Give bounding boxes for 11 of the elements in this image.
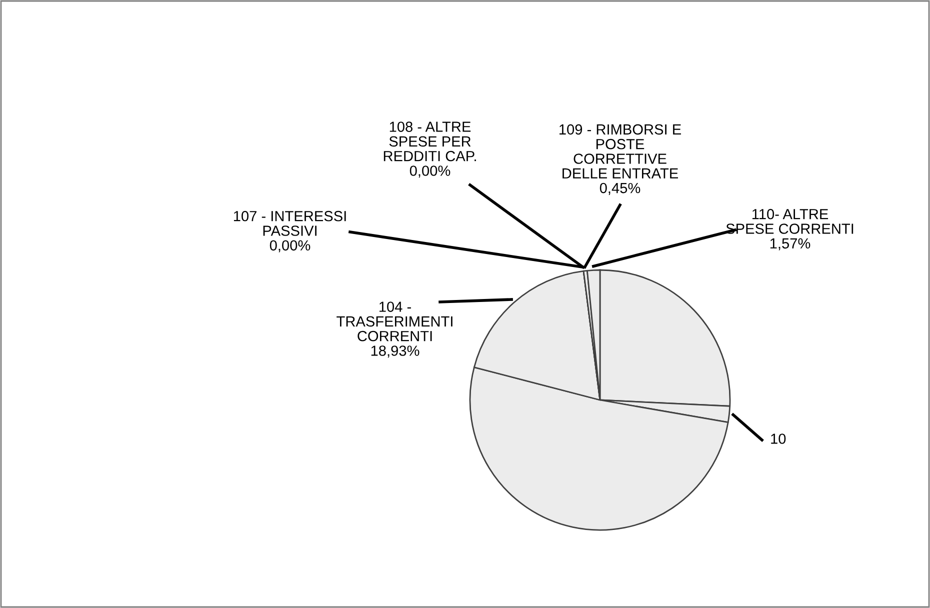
category-label: 107 - INTERESSI PASSIVI: [234, 210, 346, 236]
text: 0,00%: [410, 166, 450, 178]
text: 0,00%: [270, 240, 310, 252]
data-label: 0,45%: [600, 182, 640, 195]
data-label: 1,57%: [770, 238, 810, 250]
category-label: 108 - ALTRE SPESE PER REDDITI CAP.: [384, 122, 476, 162]
slice-label: 104 - TRASFERIMENTI CORRENTI: [336, 302, 452, 342]
data-label: 18,93%: [371, 346, 420, 358]
slice-label: 109 - RIMBORSI E POSTE CORRETTIVE DELLE ENTRATE: [560, 124, 681, 178]
slice-label: 10: [771, 434, 786, 444]
slice-label: 110- ALTRE SPESE CORRENTI: [726, 208, 854, 234]
